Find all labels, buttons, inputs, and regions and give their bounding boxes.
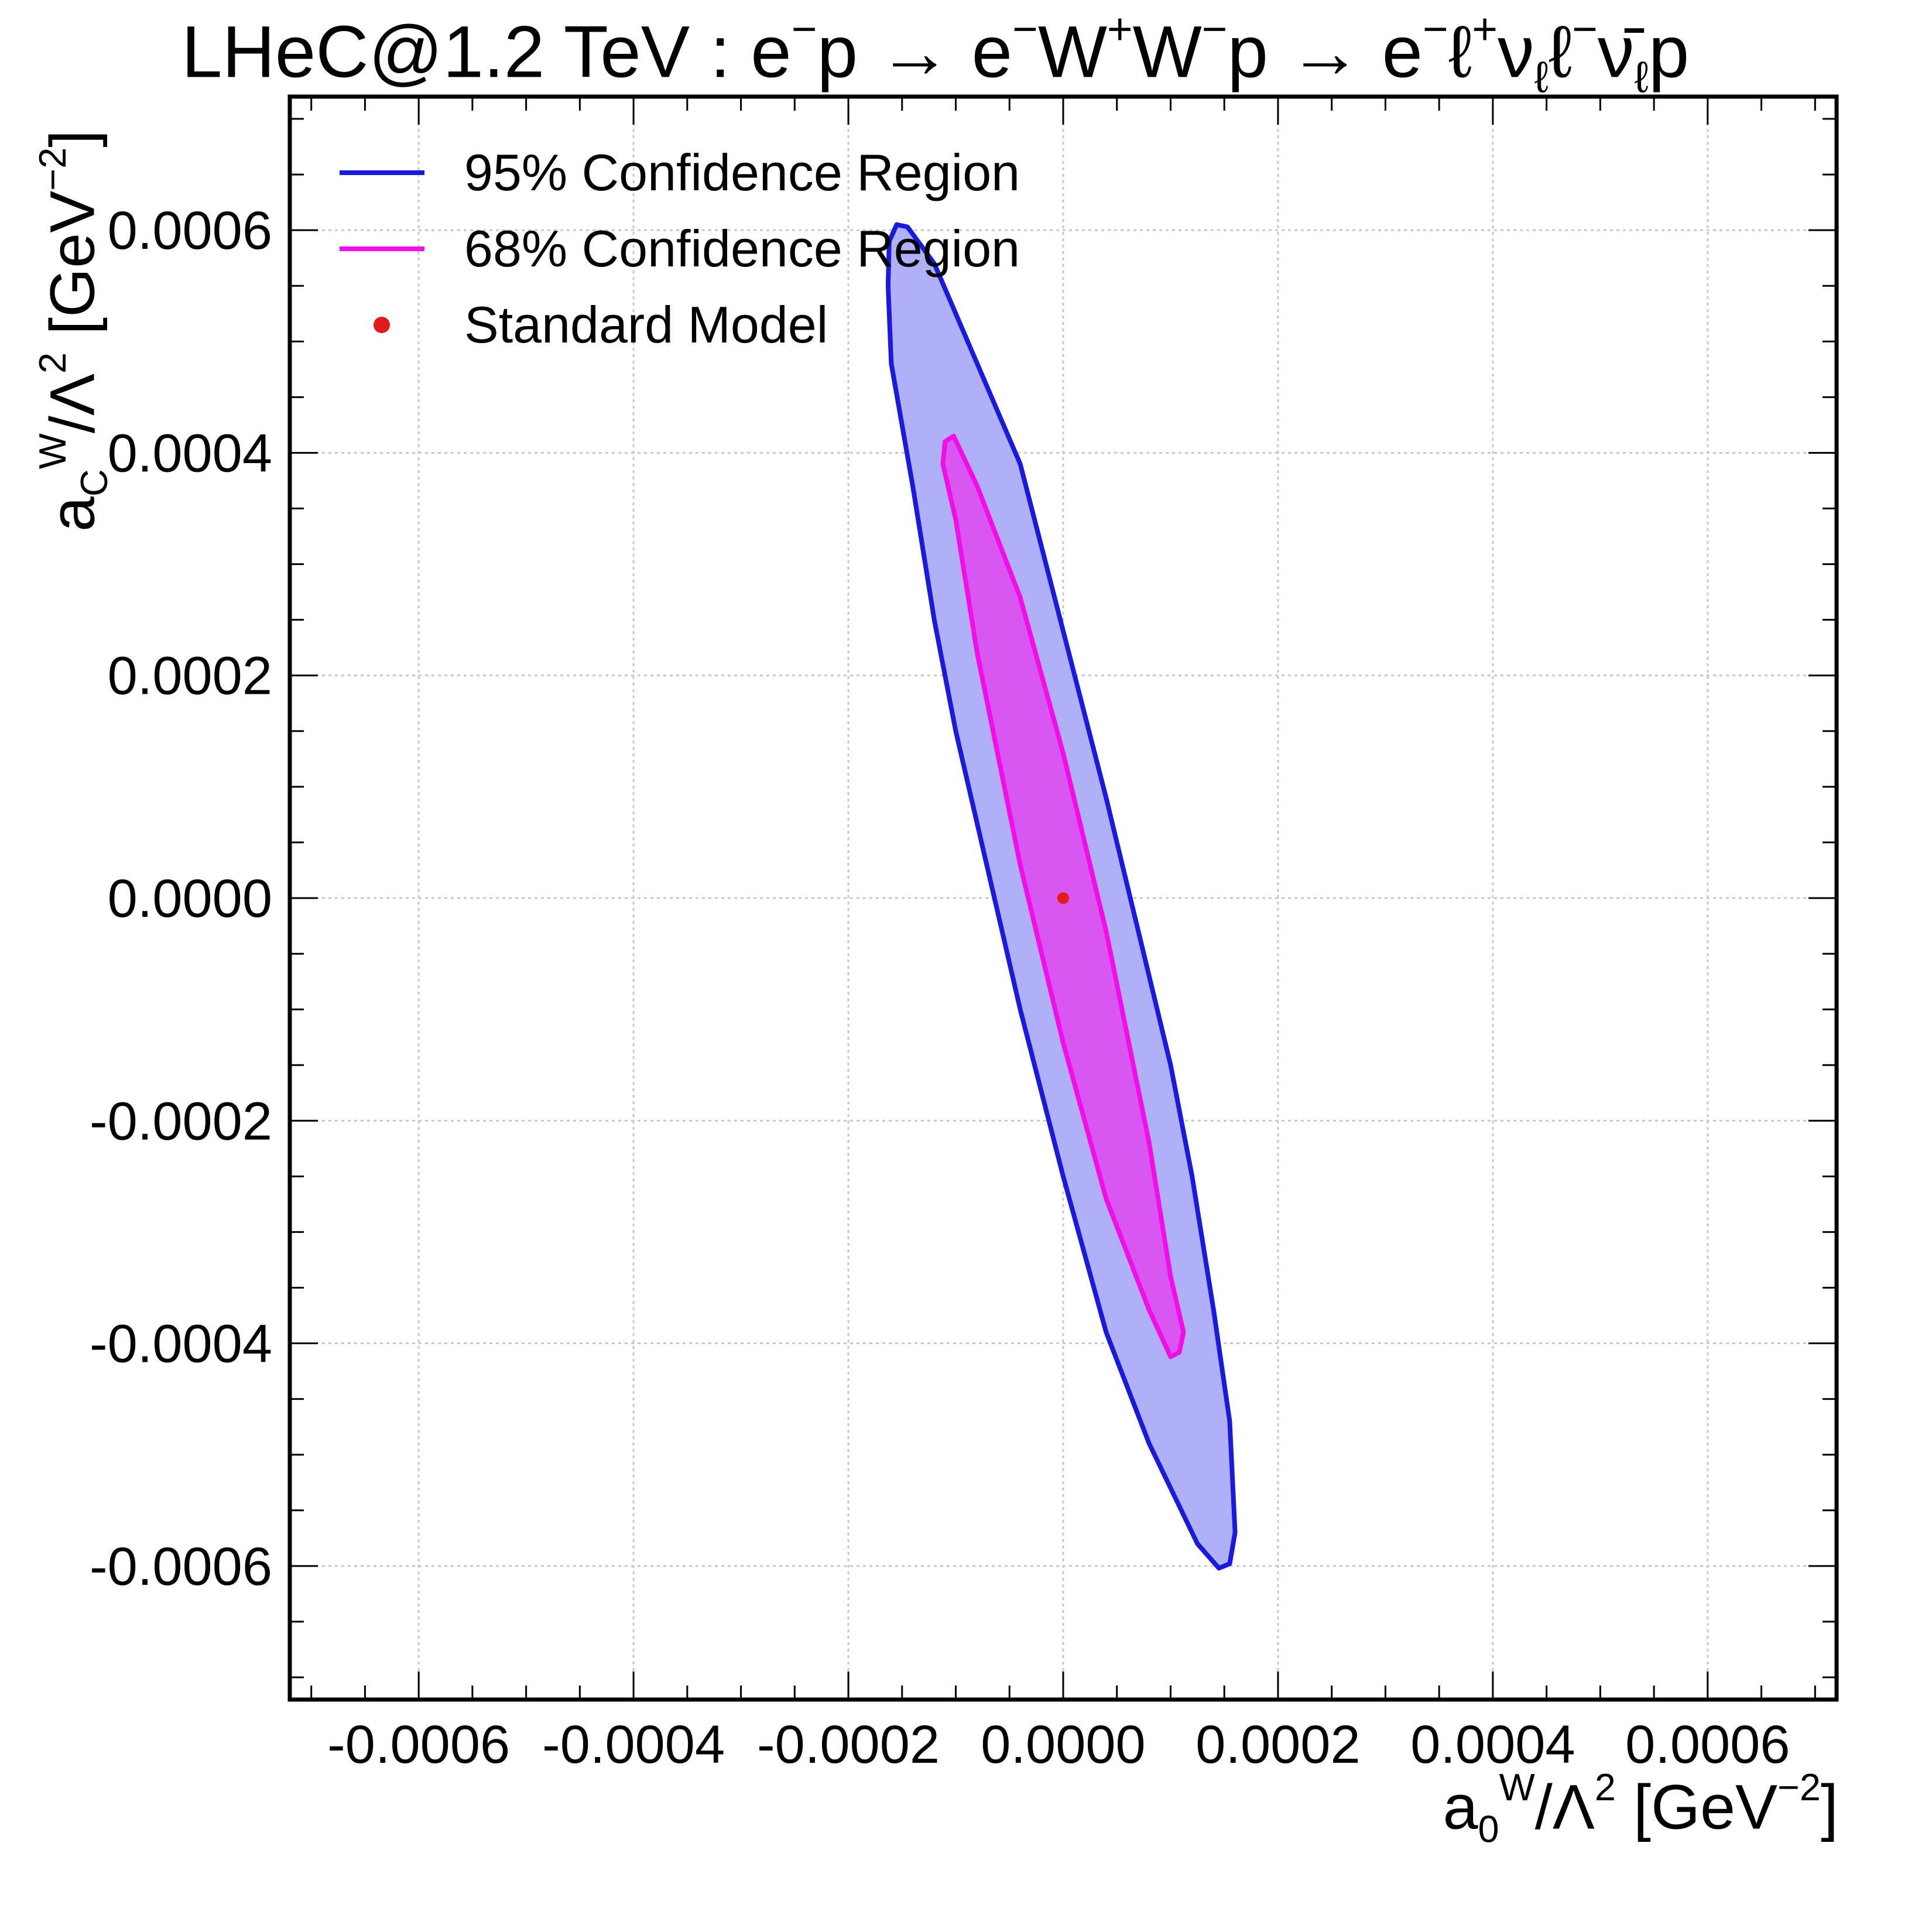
legend-label: 68% Confidence Region — [464, 220, 1020, 278]
y-tick-label: 0.0004 — [108, 423, 272, 483]
legend-label: 95% Confidence Region — [464, 143, 1020, 201]
y-axis-label: aCW/Λ2 [GeV−2] — [30, 129, 116, 532]
y-tick-label: -0.0002 — [90, 1091, 272, 1151]
x-tick-label: 0.0000 — [981, 1715, 1145, 1775]
chart-title: LHeC@1.2 TeV : e−p → e−W+W−p → e−ℓ+νℓℓ−ν… — [181, 4, 1690, 102]
standard-model-points — [1057, 892, 1069, 904]
x-tick-label: -0.0006 — [327, 1715, 510, 1775]
x-tick-label: -0.0004 — [542, 1715, 725, 1775]
x-tick-label: 0.0006 — [1625, 1715, 1790, 1775]
y-tick-label: -0.0004 — [90, 1314, 272, 1374]
x-tick-label: -0.0002 — [757, 1715, 940, 1775]
axis-ticks: -0.0006 -0.0004 -0.0002 0.0000 0.0002 0.0004 0… — [90, 97, 1837, 1775]
legend-label: Standard Model — [464, 296, 828, 354]
x-tick-label: 0.0004 — [1410, 1715, 1575, 1775]
y-tick-label: 0.0000 — [108, 869, 272, 929]
legend-marker — [374, 317, 390, 333]
legend: 95% Confidence Region 68% Confidence Regi… — [340, 143, 1020, 354]
x-axis-label: a0W/Λ2 [GeV−2] — [1443, 1766, 1838, 1851]
y-tick-label: 0.0006 — [108, 201, 272, 261]
standard-model-point — [1057, 892, 1069, 904]
plot-frame — [287, 94, 1839, 1702]
x-tick-label: 0.0002 — [1195, 1715, 1360, 1775]
y-tick-label: -0.0006 — [90, 1537, 272, 1597]
y-tick-label: 0.0002 — [108, 646, 272, 706]
